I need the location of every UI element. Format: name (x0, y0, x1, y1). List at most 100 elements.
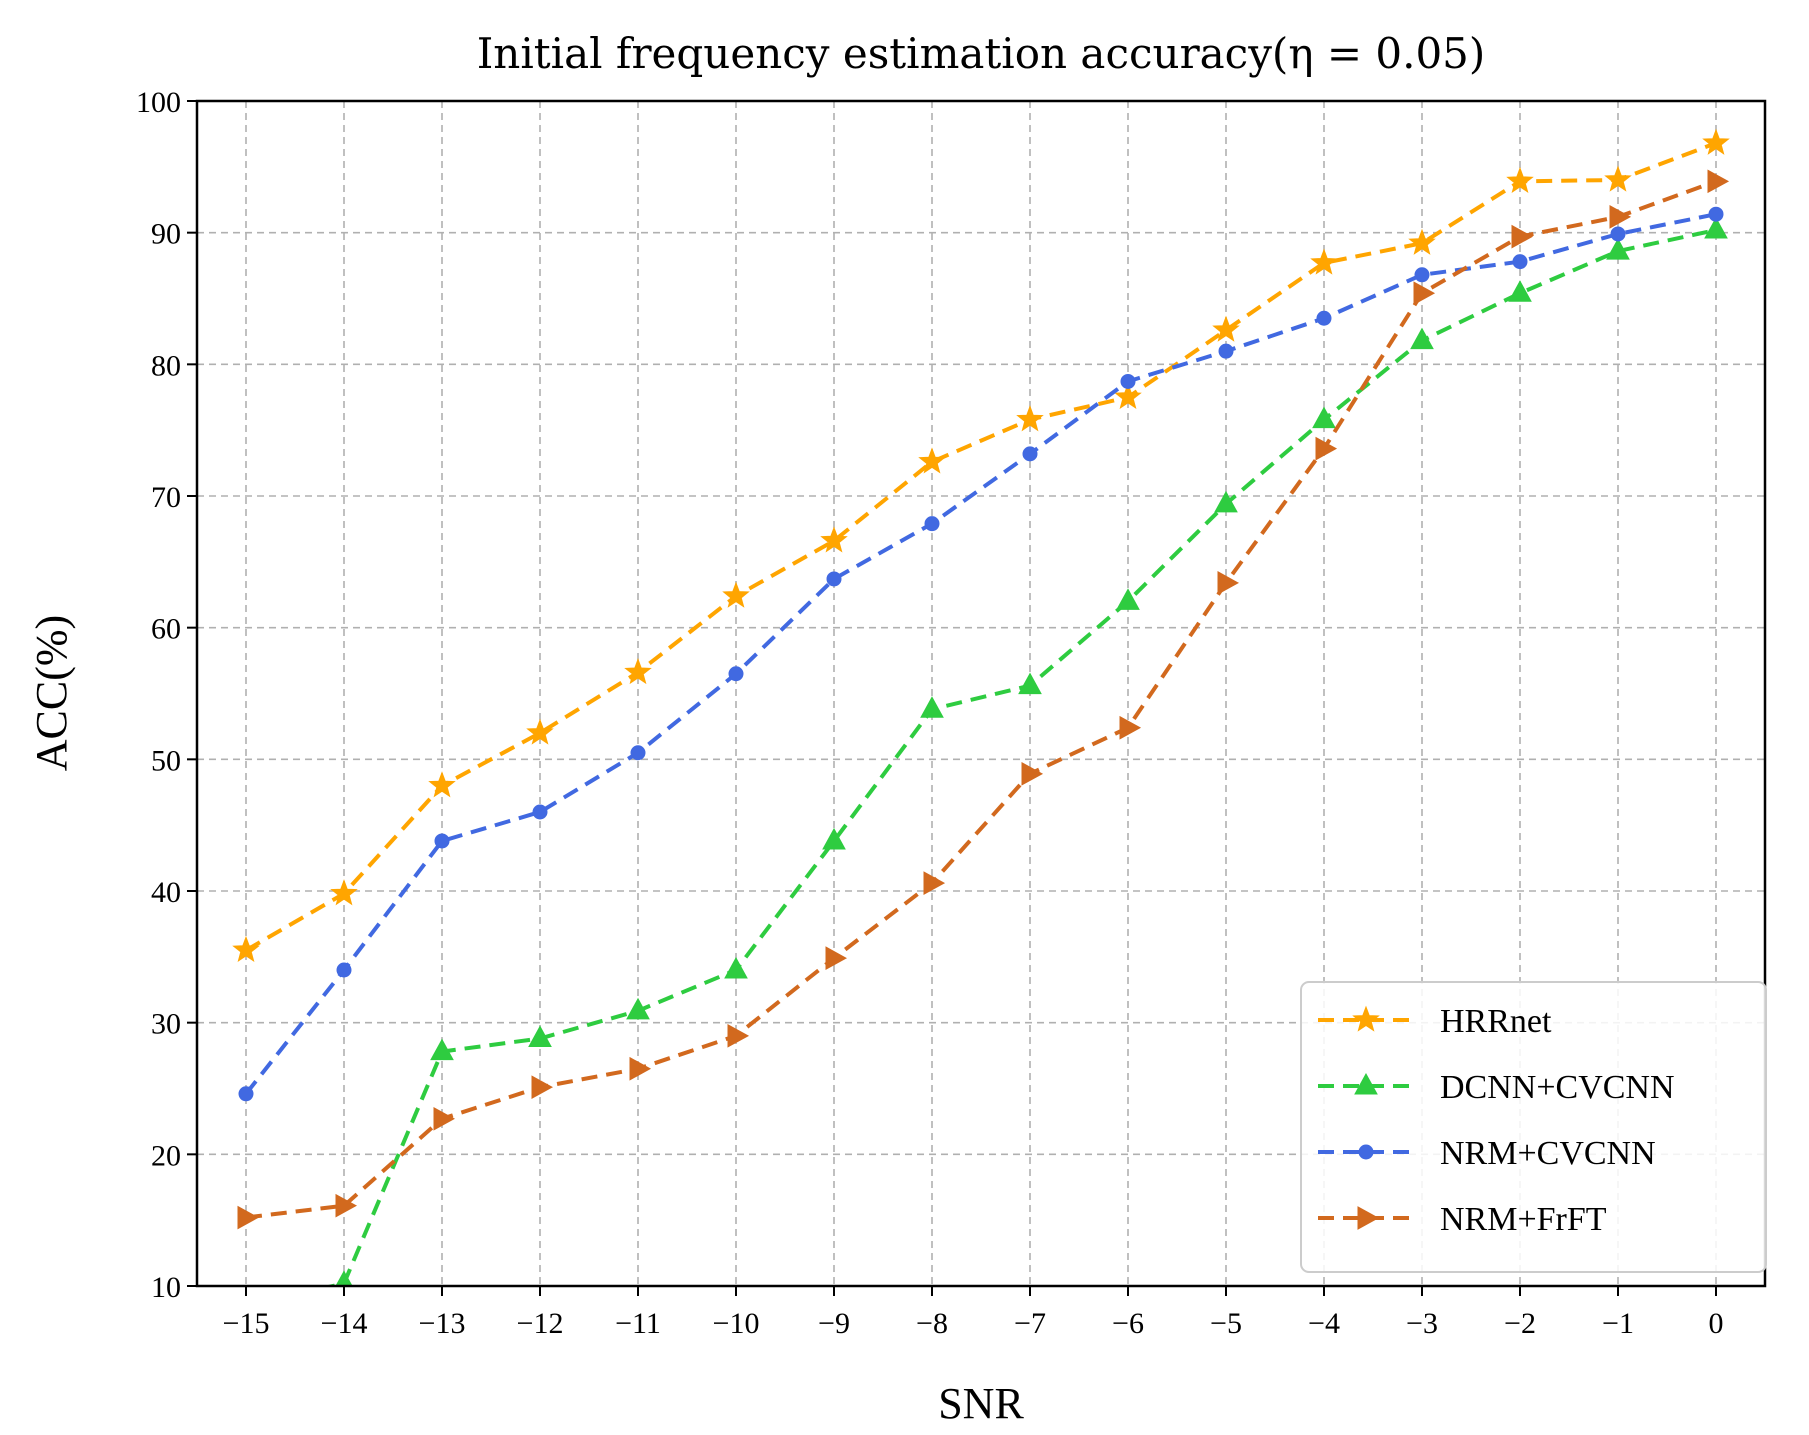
data-point (1702, 128, 1730, 155)
data-point (1414, 267, 1430, 283)
data-point (1413, 281, 1436, 306)
data-point (1609, 205, 1632, 229)
data-point (1704, 216, 1728, 239)
data-point (1116, 588, 1140, 610)
data-point (1316, 310, 1332, 326)
x-tick-label: −1 (1602, 1307, 1634, 1340)
x-tick-label: −9 (818, 1307, 850, 1340)
data-point (1217, 571, 1240, 595)
data-point (626, 997, 650, 1020)
legend-label: DCNN+CVCNN (1440, 1069, 1675, 1106)
y-axis: 10 20 30 40 50 60 70 80 90 100 (136, 86, 197, 1304)
x-tick-label: 0 (1709, 1307, 1724, 1340)
legend-marker (1352, 1005, 1380, 1032)
data-point (1707, 169, 1730, 194)
data-point (428, 771, 456, 798)
x-tick-label: −8 (916, 1307, 948, 1340)
series-layer (232, 128, 1730, 1286)
data-point (629, 1056, 652, 1081)
y-tick-label: 100 (136, 86, 181, 119)
legend-marker (1354, 1072, 1378, 1095)
y-tick-label: 30 (151, 1008, 181, 1041)
data-point (532, 804, 548, 820)
data-point (1114, 382, 1142, 409)
data-point (531, 1075, 554, 1100)
data-point (1606, 238, 1630, 260)
data-point (1610, 226, 1626, 242)
y-tick-label: 50 (151, 744, 181, 777)
data-point (1408, 228, 1436, 255)
series-line (244, 141, 1717, 953)
legend-box (1300, 981, 1767, 1273)
series-nrm-cvcnn (238, 206, 1724, 1102)
series-dcnn-cvcnn (323, 216, 1728, 1286)
data-point (722, 581, 750, 608)
y-tick-label: 60 (151, 613, 181, 646)
data-point (727, 1023, 750, 1048)
legend-label: NRM+FrFT (1440, 1201, 1607, 1238)
x-tick-label: −12 (517, 1307, 564, 1340)
data-point (822, 827, 846, 850)
y-tick-label: 20 (151, 1139, 181, 1172)
y-tick-label: 10 (151, 1271, 181, 1304)
data-point (1310, 248, 1338, 275)
data-point (1512, 254, 1528, 270)
data-point (1218, 343, 1234, 359)
data-point (920, 696, 944, 718)
data-point (1214, 490, 1238, 513)
series-hrrnet (232, 128, 1730, 962)
x-tick-label: −10 (713, 1307, 760, 1340)
data-point (1506, 166, 1534, 193)
y-tick-label: 90 (151, 218, 181, 251)
legend-item: NRM+CVCNN (1318, 1135, 1656, 1172)
x-tick-label: −3 (1406, 1307, 1438, 1340)
data-point (336, 962, 352, 978)
legend-label: NRM+CVCNN (1440, 1135, 1656, 1172)
data-point (630, 745, 646, 761)
data-point (825, 946, 848, 970)
legend-item: HRRnet (1318, 1003, 1552, 1040)
x-tick-label: −15 (223, 1307, 270, 1340)
x-axis-label: SNR (938, 1379, 1024, 1428)
data-point (1708, 206, 1724, 222)
x-tick-label: −4 (1308, 1307, 1340, 1340)
data-point (820, 526, 848, 553)
data-point (1022, 446, 1038, 462)
legend-item: DCNN+CVCNN (1318, 1069, 1675, 1106)
data-point (330, 879, 358, 906)
data-point (1410, 327, 1434, 350)
data-point (528, 1025, 552, 1047)
data-point (724, 956, 748, 979)
data-point (1315, 436, 1338, 461)
data-point (1312, 406, 1336, 429)
data-point (232, 935, 260, 962)
x-tick-label: −14 (321, 1307, 368, 1340)
series-line (245, 179, 1717, 1220)
data-point (1120, 373, 1136, 389)
data-point (924, 516, 940, 532)
data-point (826, 571, 842, 587)
data-point (728, 666, 744, 682)
data-point (1119, 715, 1142, 740)
data-point (526, 718, 554, 745)
data-point (430, 1038, 454, 1061)
y-tick-label: 80 (151, 349, 181, 382)
y-axis-label: ACC(%) (27, 615, 76, 771)
data-point (1508, 280, 1532, 302)
data-point (918, 447, 946, 474)
data-point (335, 1270, 353, 1286)
series-line (323, 228, 1717, 1286)
data-point (923, 871, 946, 895)
x-tick-label: −11 (615, 1307, 661, 1340)
data-point (238, 1086, 254, 1102)
data-point (433, 1106, 456, 1131)
data-point (1018, 672, 1042, 695)
x-tick-label: −13 (419, 1307, 466, 1340)
data-point (624, 657, 652, 685)
data-point (1212, 315, 1240, 342)
data-point (1511, 224, 1534, 249)
x-tick-label: −7 (1014, 1307, 1046, 1340)
series-nrm-frft (237, 169, 1730, 1230)
x-axis: −15 −14 −13 −12 −11 −10 −9 −8 −7 −6 −5 −4 −3 −2 −1 0 (223, 1286, 1724, 1340)
